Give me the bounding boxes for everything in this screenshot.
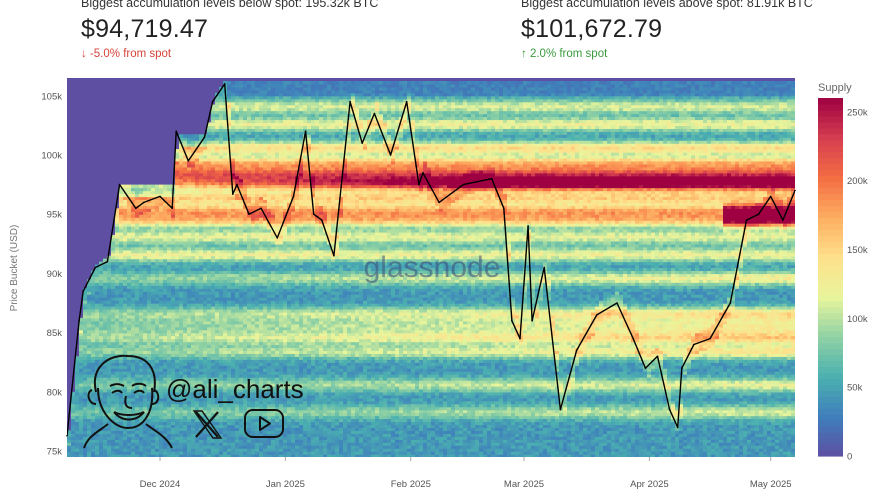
heatmap-cell [247,81,252,85]
heatmap-cell [147,185,152,189]
heatmap-cell [191,134,196,138]
heatmap-cell [235,81,240,85]
heatmap-cell [139,185,144,189]
heatmap-cell [239,81,244,85]
heatmap-cell [267,81,272,85]
heatmap-cell [155,185,160,189]
heatmap-cell [143,185,148,189]
heatmap-cell [135,185,140,189]
heatmap-cell [227,81,232,85]
heatmap-cell [151,185,156,189]
heatmap-cell [179,134,184,138]
heatmap-cell [231,81,236,85]
heatmap-cell [251,81,256,85]
heatmap-cell [195,134,200,138]
heatmap-cell [255,81,260,85]
heatmap-cell [163,185,168,189]
heatmap-cell [243,81,248,85]
heatmap-cell [167,185,172,189]
heatmap-cell [183,134,188,138]
heatmap-cell [159,185,164,189]
heatmap-cell [263,81,268,85]
heatmap-cell [131,185,136,189]
heatmap-cell [123,185,128,189]
heatmap-cell [199,134,204,138]
heatmap-cell [187,134,192,138]
heatmap-cell [259,81,264,85]
heatmap-cell [127,185,132,189]
